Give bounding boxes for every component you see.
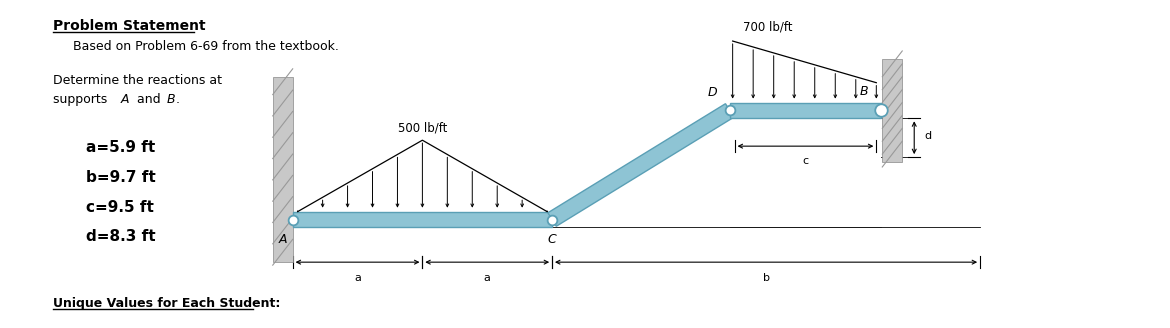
Text: B: B bbox=[859, 85, 868, 97]
Text: Unique Values for Each Student:: Unique Values for Each Student: bbox=[54, 297, 281, 310]
Text: Determine the reactions at: Determine the reactions at bbox=[54, 74, 222, 87]
Text: c: c bbox=[803, 156, 808, 166]
Text: d=8.3 ft: d=8.3 ft bbox=[87, 230, 156, 244]
Text: a=5.9 ft: a=5.9 ft bbox=[87, 140, 156, 155]
Text: a: a bbox=[484, 273, 490, 283]
Text: and: and bbox=[133, 92, 165, 106]
Text: C: C bbox=[548, 234, 557, 246]
Bar bbox=[292, 212, 552, 227]
Text: 700 lb/ft: 700 lb/ft bbox=[743, 20, 792, 33]
Text: Problem Statement: Problem Statement bbox=[54, 19, 206, 33]
Text: A: A bbox=[121, 92, 129, 106]
Text: d: d bbox=[924, 131, 931, 141]
Text: .: . bbox=[176, 92, 180, 106]
Text: Based on Problem 6-69 from the textbook.: Based on Problem 6-69 from the textbook. bbox=[74, 40, 339, 53]
Text: 500 lb/ft: 500 lb/ft bbox=[398, 121, 447, 134]
Text: b=9.7 ft: b=9.7 ft bbox=[87, 170, 156, 185]
Polygon shape bbox=[548, 104, 734, 226]
Text: A: A bbox=[278, 234, 287, 246]
Bar bbox=[730, 103, 881, 118]
Text: a: a bbox=[355, 273, 362, 283]
Text: B: B bbox=[167, 92, 175, 106]
Text: c=9.5 ft: c=9.5 ft bbox=[87, 200, 154, 215]
Text: b: b bbox=[763, 273, 770, 283]
Bar bbox=[273, 77, 292, 262]
Text: supports: supports bbox=[54, 92, 111, 106]
Bar bbox=[882, 59, 902, 162]
Text: D: D bbox=[708, 86, 717, 98]
